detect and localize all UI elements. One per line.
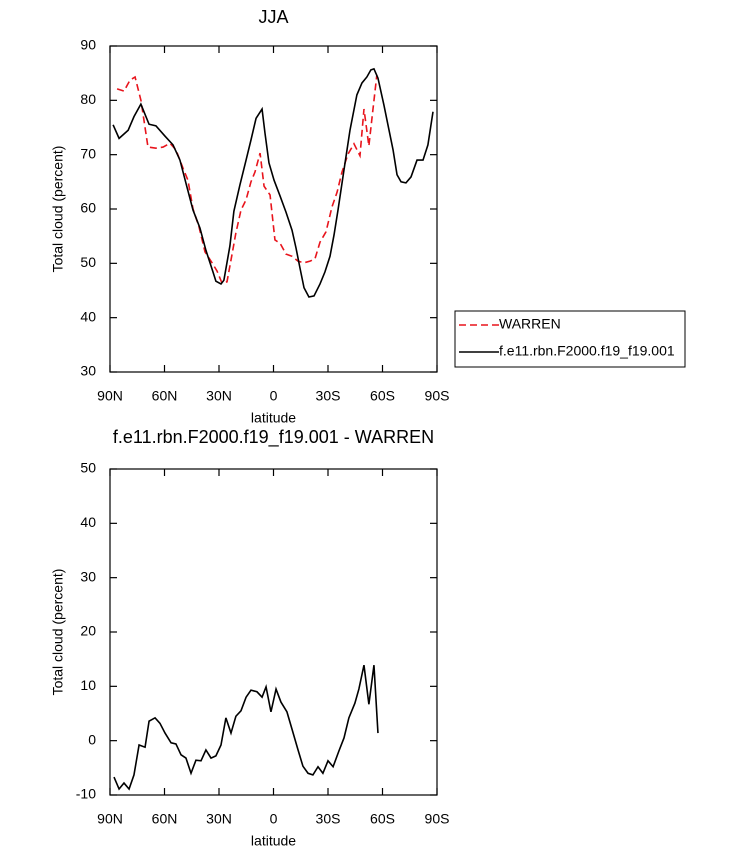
y-tick-label: 60 bbox=[80, 200, 96, 216]
y-tick-label: 80 bbox=[80, 91, 96, 107]
x-axis-label: latitude bbox=[251, 833, 296, 849]
legend-label: f.e11.rbn.F2000.f19_f19.001 bbox=[499, 343, 675, 359]
x-tick-label: 0 bbox=[270, 388, 278, 404]
data-line bbox=[113, 664, 379, 791]
x-tick-label: 60N bbox=[152, 811, 178, 827]
x-tick-label: 30S bbox=[316, 388, 341, 404]
y-tick-label: 30 bbox=[80, 568, 96, 584]
x-tick-label: 60S bbox=[370, 811, 395, 827]
data-line bbox=[116, 74, 378, 284]
y-tick-label: 10 bbox=[80, 677, 96, 693]
x-tick-label: 90S bbox=[425, 388, 450, 404]
x-tick-label: 30S bbox=[316, 811, 341, 827]
x-tick-label: 0 bbox=[270, 811, 278, 827]
chart-title: f.e11.rbn.F2000.f19_f19.001 - WARREN bbox=[113, 427, 434, 448]
x-tick-label: 30N bbox=[206, 388, 232, 404]
chart-title: JJA bbox=[258, 7, 288, 27]
x-tick-label: 90N bbox=[97, 388, 123, 404]
y-tick-label: 70 bbox=[80, 145, 96, 161]
y-axis-label: Total cloud (percent) bbox=[50, 569, 66, 696]
y-tick-label: 40 bbox=[80, 308, 96, 324]
legend-box bbox=[454, 310, 686, 368]
y-tick-label: 50 bbox=[80, 254, 96, 270]
y-tick-label: 50 bbox=[80, 460, 96, 476]
plot-frame bbox=[109, 468, 438, 796]
legend-label: WARREN bbox=[499, 316, 561, 332]
plot-frame bbox=[109, 45, 438, 373]
x-tick-label: 60N bbox=[152, 388, 178, 404]
y-tick-label: 0 bbox=[88, 731, 96, 747]
y-tick-label: 20 bbox=[80, 623, 96, 639]
y-tick-label: -10 bbox=[76, 786, 96, 802]
data-line bbox=[112, 67, 434, 298]
x-tick-label: 90N bbox=[97, 811, 123, 827]
legend: WARREN f.e11.rbn.F2000.f19_f19.001 bbox=[454, 310, 686, 368]
x-tick-label: 60S bbox=[370, 388, 395, 404]
y-tick-label: 90 bbox=[80, 37, 96, 53]
y-tick-label: 30 bbox=[80, 363, 96, 379]
x-tick-label: 90S bbox=[425, 811, 450, 827]
y-axis-label: Total cloud (percent) bbox=[50, 146, 66, 273]
x-tick-label: 30N bbox=[206, 811, 232, 827]
y-tick-label: 40 bbox=[80, 514, 96, 530]
x-axis-label: latitude bbox=[251, 410, 296, 426]
